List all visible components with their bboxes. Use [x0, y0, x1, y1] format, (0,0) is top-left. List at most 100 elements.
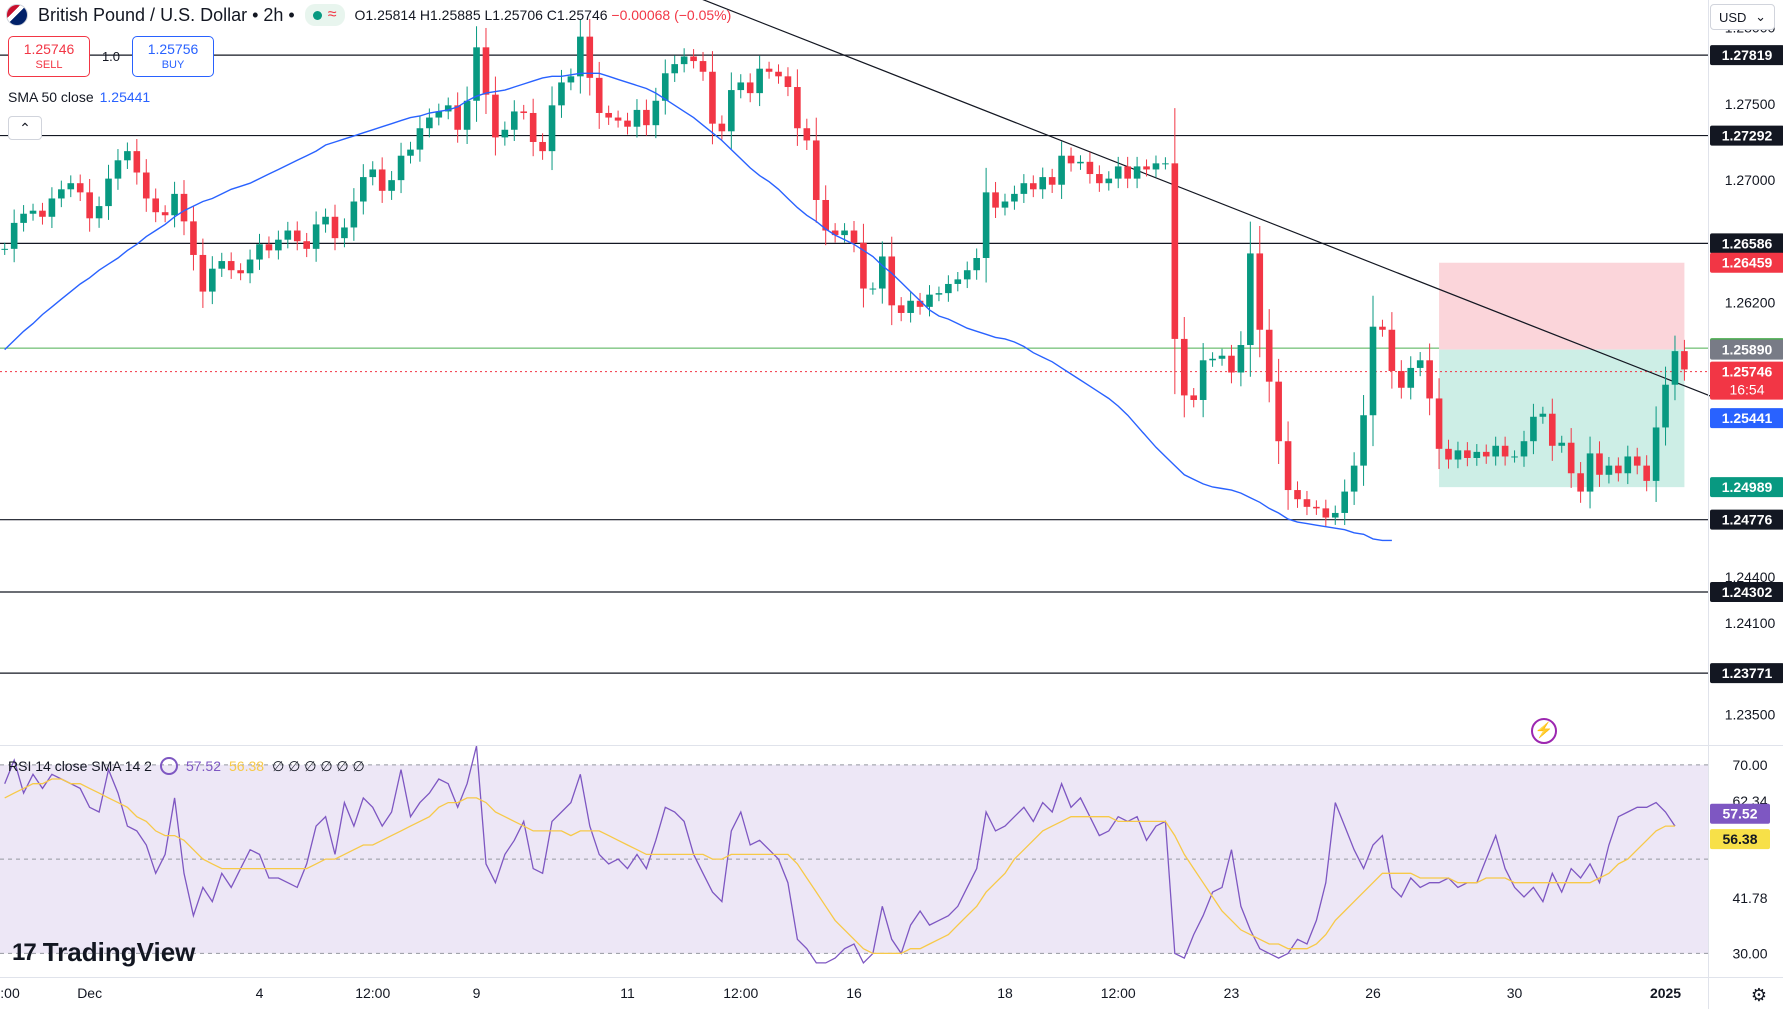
candle-body: [1284, 441, 1292, 491]
candle-body: [1124, 166, 1131, 179]
collapse-indicators-button[interactable]: ⌃: [8, 116, 42, 140]
time-axis[interactable]: :00 Dec 4 12:00 9 11 12:00 16 18 12:00 23 26 30 2025: [0, 977, 1783, 1009]
candle-body: [812, 140, 820, 200]
candle-body: [444, 105, 452, 112]
candle-body: [737, 82, 745, 91]
candle-body: [39, 210, 46, 217]
candle-body: [180, 193, 188, 222]
candle-body: [1237, 345, 1245, 373]
candle-body: [1530, 416, 1537, 442]
candle-body: [746, 82, 754, 94]
sma-legend-label: SMA 50 close: [8, 89, 94, 105]
candle-body: [945, 283, 952, 294]
rsi-ma-line: [4, 778, 1675, 955]
candle-body: [284, 230, 292, 240]
candle-body: [1464, 450, 1471, 458]
trend-line: [702, 0, 1713, 398]
price-label-text: 1.23771: [1722, 665, 1773, 681]
price-label-tag: [1710, 125, 1783, 146]
chevron-up-icon: ⌃: [19, 120, 31, 136]
price-chart[interactable]: 1.280001.275001.270001.262001.244001.241…: [0, 0, 1783, 745]
rsi-line: [4, 746, 1676, 964]
price-label-text: 1.24776: [1722, 512, 1773, 528]
pane-divider[interactable]: [0, 745, 1783, 746]
candle-body: [1303, 499, 1311, 507]
candle-body: [1322, 508, 1330, 518]
candle-body: [718, 123, 726, 132]
candle-body: [482, 47, 490, 95]
candle-body: [1398, 370, 1405, 388]
candle-body: [1360, 415, 1367, 466]
candle-body: [1643, 465, 1650, 481]
price-label-text: 1.26586: [1722, 235, 1773, 251]
candle-body: [841, 230, 848, 236]
candle-body: [784, 76, 792, 88]
candle-body: [586, 36, 594, 78]
candle-body: [322, 216, 329, 225]
symbol-title[interactable]: British Pound / U.S. Dollar • 2h •: [38, 4, 295, 25]
candle-body: [595, 77, 603, 113]
price-label-text: 1.25441: [1722, 410, 1773, 426]
time-tick-label: 2025: [1650, 985, 1681, 1001]
candle-body: [1407, 367, 1415, 388]
rsi-legend-label: RSI 14 close SMA 14 2: [8, 758, 152, 774]
rsi-tick-label: 30.00: [1732, 945, 1767, 961]
rsi-tick-label: 41.78: [1732, 890, 1767, 906]
candle-body: [76, 183, 84, 193]
candle-body: [1388, 329, 1396, 371]
candle-body: [1369, 326, 1377, 416]
candle-body: [869, 288, 877, 290]
candle-body: [293, 230, 301, 242]
sync-icon[interactable]: [159, 757, 178, 775]
candle-body: [963, 270, 971, 280]
candle-body: [1114, 166, 1122, 179]
sma-legend[interactable]: SMA 50 close 1.25441: [8, 89, 150, 105]
candle-body: [407, 149, 414, 156]
price-label-text: 1.27819: [1722, 47, 1773, 63]
price-label-text: 1.25746: [1722, 364, 1773, 380]
candle-body: [501, 129, 509, 138]
lightning-icon[interactable]: ⚡: [1531, 718, 1557, 744]
rsi-legend-placeholders: ∅ ∅ ∅ ∅ ∅ ∅: [272, 757, 365, 774]
time-tick-label: 18: [997, 985, 1013, 1001]
countdown-text: 16:54: [1729, 382, 1764, 398]
candle-body: [1379, 326, 1386, 330]
buy-button[interactable]: 1.25756 BUY: [132, 36, 214, 77]
candle-body: [1596, 453, 1603, 475]
candle-body: [1662, 384, 1669, 428]
price-label-text: 1.25890: [1722, 342, 1773, 358]
price-label-tag: [1710, 509, 1783, 530]
gbpusd-flag-icon: [6, 4, 28, 26]
currency-select[interactable]: USD ⌄: [1710, 4, 1775, 30]
rsi-value-tag: [1710, 803, 1770, 824]
rsi-legend[interactable]: RSI 14 close SMA 14 2 57.52 56.38 ∅ ∅ ∅ …: [8, 757, 365, 775]
candle-body: [1294, 490, 1301, 500]
candle-body: [1067, 155, 1075, 164]
candle-body: [1586, 453, 1594, 492]
candle-body: [1445, 448, 1452, 460]
sell-button[interactable]: 1.25746 SELL: [8, 36, 90, 77]
candle-body: [1681, 351, 1688, 370]
candle-body: [1058, 155, 1065, 185]
market-status-badge[interactable]: ≈: [304, 4, 345, 26]
candle-body: [907, 300, 914, 313]
rsi-sma-legend-value: 56.38: [229, 758, 265, 774]
price-label-text: 1.24302: [1722, 584, 1773, 600]
candle-body: [1577, 473, 1584, 492]
candle-body: [265, 244, 273, 251]
symbol-legend: British Pound / U.S. Dollar • 2h • ≈ O1.…: [6, 4, 731, 26]
tradingview-logo[interactable]: 17 TradingView: [12, 937, 195, 968]
candle-body: [1096, 174, 1103, 184]
candle-body: [360, 177, 367, 202]
candle-body: [341, 227, 348, 239]
candle-body: [369, 169, 377, 178]
candle-body: [190, 221, 197, 255]
candle-body: [1454, 450, 1462, 460]
price-label-tag: [1710, 339, 1783, 360]
candle-body: [1190, 395, 1198, 400]
time-axis-divider: [0, 977, 1783, 978]
candle-body: [624, 120, 631, 127]
ohlc-low: L1.25706: [484, 7, 543, 23]
gear-icon[interactable]: ⚙: [1750, 985, 1767, 1005]
